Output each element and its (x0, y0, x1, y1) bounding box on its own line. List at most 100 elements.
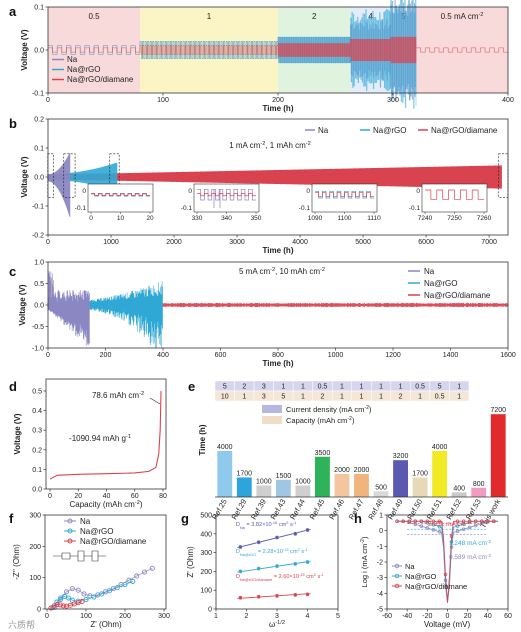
text-part: = 2.28×10 (256, 549, 283, 555)
y-tick-label: 0.2 (34, 117, 44, 124)
x-tick-label: 7000 (481, 239, 497, 246)
x-tick-label: 2 (245, 613, 249, 620)
data-point (492, 519, 496, 524)
fit-line (52, 581, 133, 608)
region-label: 0.5 mA cm-2 (441, 12, 484, 21)
circuit-path (53, 550, 106, 562)
text-part: cm (305, 574, 314, 580)
fit-line (54, 567, 153, 608)
y-tick-label: 0.4 (32, 408, 42, 415)
data-point (106, 588, 112, 594)
inset-trace (91, 193, 150, 196)
exchange-current-label: 0.589 mA cm-2 (449, 553, 491, 562)
series-line (49, 390, 162, 480)
y-tick-label: 1.0 (34, 260, 44, 267)
panel-label-a: a (9, 4, 17, 19)
y-axis-label: Z' (Ohm) (186, 546, 195, 578)
y-tick-label: -0.2 (32, 233, 44, 240)
data-point (419, 524, 424, 528)
text-part: Capacity (mAh cm (286, 416, 347, 425)
text-part: cm (277, 522, 286, 528)
superscript: -2 (364, 405, 369, 411)
category-label: Ref.29 (230, 498, 249, 522)
current-density-value: 1 (281, 384, 285, 391)
text-part: 0.589 mA cm (449, 554, 487, 561)
legend-marker (394, 563, 400, 569)
data-point (65, 595, 71, 601)
capacity-value: 1 (301, 394, 305, 401)
inset-y-tick-label: 0 (306, 188, 310, 195)
data-point (305, 559, 310, 565)
data-point (473, 519, 478, 524)
y-tick-label: -1 (377, 544, 383, 551)
region-label: 0.5 (88, 12, 100, 21)
text-part: Current density (mA cm (286, 405, 364, 414)
inset-y-tick-label: 0 (188, 188, 192, 195)
x-tick-label: 5 (336, 613, 340, 620)
superscript: 2 (314, 572, 316, 577)
data-point (256, 566, 261, 571)
bar (295, 485, 311, 497)
x-tick-label: 4000 (292, 239, 308, 246)
data-point (141, 569, 148, 575)
data-point (395, 519, 399, 524)
superscript: 2 (286, 520, 288, 525)
bar-value-label: 500 (375, 484, 387, 491)
specific-capacity-annotation: -1090.94 mAh g-1 (69, 434, 131, 443)
data-point (455, 524, 460, 528)
current-region (278, 7, 351, 93)
x-tick-label: 5000 (355, 239, 371, 246)
capacity-value: 2 (399, 394, 403, 401)
x-tick-label: 60 (131, 493, 139, 500)
y-tick-label: 1 (379, 513, 383, 520)
data-point (305, 592, 310, 597)
panel-c: -1.0 -0.5 0.0 0.5 1.0 0 200 400 600 800 1000 1200 14… (18, 260, 516, 369)
x-tick-label: 0 (46, 352, 50, 359)
category-label: Ref.25 (210, 498, 229, 522)
superscript: -2 (320, 267, 325, 273)
y-tick-label: -1.0 (32, 346, 44, 353)
exchange-current-label: 1.248 mA cm-2 (449, 539, 491, 548)
inset-y-tick-label: -0.1 (75, 205, 87, 212)
panel-label-e: e (188, 379, 195, 394)
diffusion-coefficient-label: DNa@rGO = 2.28×10-15 cm2 s-1 (236, 547, 308, 557)
fit-line (237, 528, 311, 549)
panel-label-b: b (9, 116, 17, 131)
data-point (437, 524, 442, 529)
x-tick-label: 4 (306, 613, 310, 620)
region-label: 1 (207, 12, 212, 21)
x-tick-label: 40 (103, 493, 111, 500)
data-point (75, 587, 81, 593)
inset-x-tick-label: 7240 (418, 215, 433, 222)
y-tick-label: -0.1 (32, 204, 44, 211)
x-axis-label: Capacity (mAh cm-2) (69, 500, 142, 509)
y-tick-label: 0.1 (34, 5, 44, 12)
legend-swatch (262, 416, 282, 424)
panel-d: 0.0 0.1 0.2 0.3 0.4 0.5 0 20 40 60 80 Capacity (mAh… (13, 378, 167, 509)
series-line (47, 152, 71, 218)
capacity-value: 1 (242, 394, 246, 401)
subscript: Na@rGO/diamane (240, 577, 272, 582)
y-tick-label: 0.5 (34, 281, 44, 288)
text-part: 78.6 mAh cm (92, 391, 139, 400)
bar-value-label: 1700 (237, 470, 253, 477)
text-part: Capacity (mAh cm (69, 500, 135, 509)
text-part: Log i (mA cm (360, 544, 369, 588)
bar (236, 477, 252, 497)
bar-value-label: 1000 (256, 479, 272, 486)
superscript: -2 (478, 12, 483, 18)
x-axis-label: Z' (Ohm) (90, 620, 122, 629)
x-tick-label: 0 (446, 613, 450, 620)
legend-label: Na (424, 267, 435, 276)
text-part: 1.248 mA cm (449, 540, 487, 547)
y-tick-label: 400 (200, 531, 212, 538)
legend-marker (67, 518, 73, 524)
superscript: -1 (293, 520, 296, 525)
capacity-value: 10 (221, 394, 229, 401)
text-part: ) (360, 536, 369, 539)
category-label: Ref.50 (405, 498, 424, 522)
x-tick-label: 1200 (385, 352, 401, 359)
inset-y-tick-label: -0.1 (181, 205, 193, 212)
inset-x-tick-label: 1110 (367, 215, 381, 222)
legend-label: Na@rGO (424, 279, 457, 288)
